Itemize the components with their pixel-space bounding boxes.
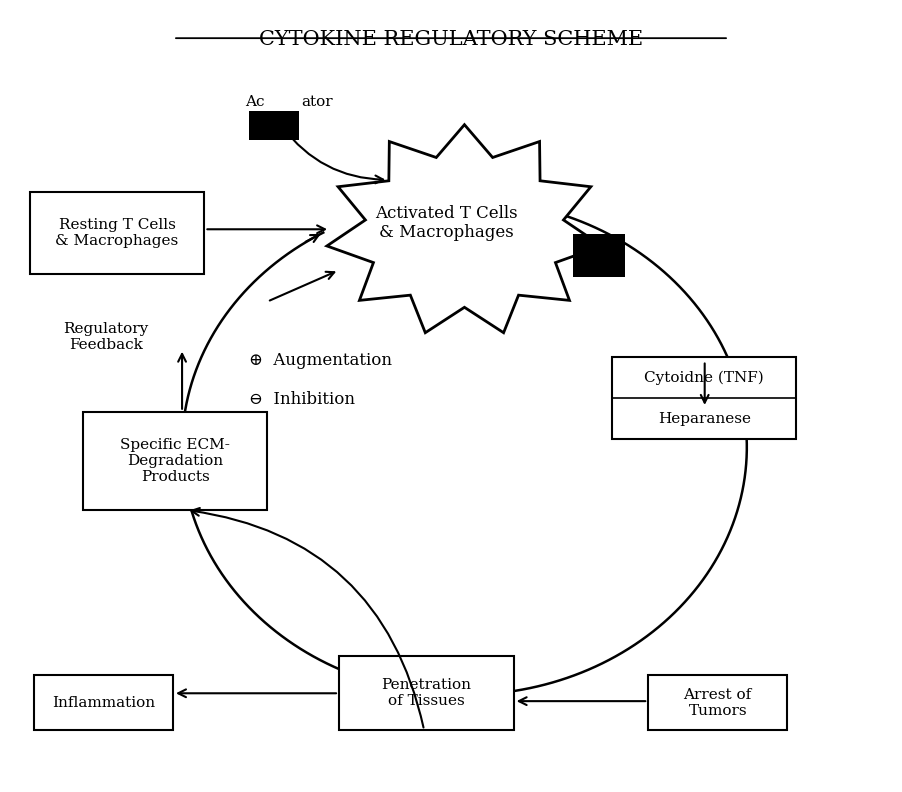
Text: Cytoidne (TNF): Cytoidne (TNF)	[644, 370, 764, 385]
FancyBboxPatch shape	[249, 111, 299, 140]
Text: ⊖  Inhibition: ⊖ Inhibition	[249, 391, 355, 409]
Text: Inflammation: Inflammation	[52, 695, 155, 710]
Text: Penetration
of Tissues: Penetration of Tissues	[382, 678, 472, 708]
Text: ator: ator	[301, 95, 333, 109]
Polygon shape	[327, 124, 602, 333]
Text: Ac: Ac	[244, 95, 264, 109]
Text: Resting T Cells
& Macrophages: Resting T Cells & Macrophages	[55, 218, 179, 248]
Text: CYTOKINE REGULATORY SCHEME: CYTOKINE REGULATORY SCHEME	[259, 30, 643, 49]
Text: Arrest of
Tumors: Arrest of Tumors	[684, 687, 752, 718]
Text: Activated T Cells
& Macrophages: Activated T Cells & Macrophages	[375, 204, 518, 242]
Text: Heparanese: Heparanese	[658, 412, 750, 425]
FancyBboxPatch shape	[339, 656, 514, 730]
FancyBboxPatch shape	[30, 192, 205, 274]
Text: ⊕  Augmentation: ⊕ Augmentation	[249, 352, 392, 369]
FancyBboxPatch shape	[84, 412, 267, 510]
Text: Regulatory
Feedback: Regulatory Feedback	[63, 322, 149, 352]
FancyBboxPatch shape	[649, 676, 787, 730]
FancyBboxPatch shape	[34, 676, 173, 730]
FancyBboxPatch shape	[612, 356, 796, 440]
Text: Specific ECM-
Degradation
Products: Specific ECM- Degradation Products	[120, 438, 230, 484]
FancyBboxPatch shape	[573, 234, 625, 277]
